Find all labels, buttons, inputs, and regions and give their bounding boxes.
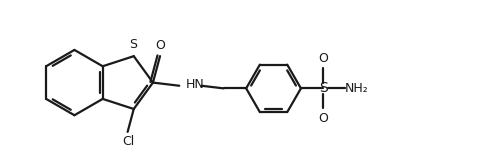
Text: S: S [319,81,327,95]
Text: O: O [318,52,328,65]
Text: HN: HN [185,78,205,91]
Text: NH₂: NH₂ [345,82,369,95]
Text: O: O [155,39,165,52]
Text: S: S [129,38,137,51]
Text: O: O [318,112,328,125]
Text: Cl: Cl [122,135,135,148]
